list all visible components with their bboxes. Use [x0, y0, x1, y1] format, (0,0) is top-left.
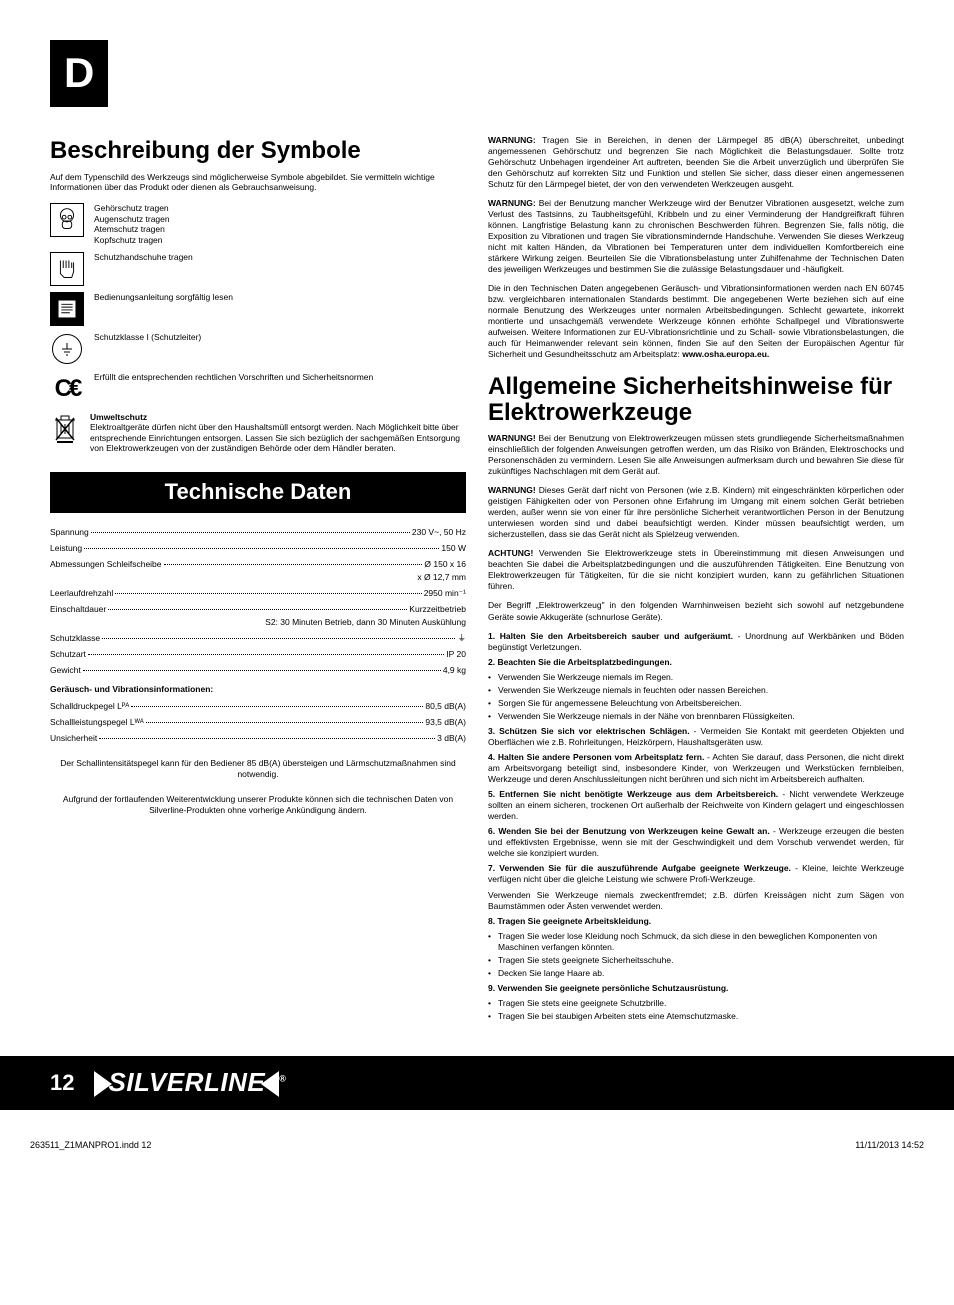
spec-sub: S2: 30 Minuten Betrieb, dann 30 Minuten …: [50, 617, 466, 628]
symbol-text: Schutzklasse I (Schutzleiter): [94, 332, 201, 343]
intro-text: Auf dem Typenschild des Werkzeugs sind m…: [50, 172, 466, 193]
tech-note: Der Schallintensitätspegel kann für den …: [50, 758, 466, 780]
bullet-list: Tragen Sie stets eine geeignete Schutzbr…: [488, 998, 904, 1022]
safety-items: 1. Halten Sie den Arbeitsbereich sauber …: [488, 631, 904, 1022]
language-badge: D: [50, 40, 108, 107]
symbol-manual: Bedienungsanleitung sorgfältig lesen: [50, 292, 466, 326]
bullet-item: Verwenden Sie Werkzeuge niemals in der N…: [488, 711, 904, 722]
footer: 12 SILVERLINE®: [0, 1056, 954, 1110]
print-date: 11/11/2013 14:52: [855, 1140, 924, 1152]
spec-row: Schalldruckpegel Lᴾᴬ80,5 dB(A): [50, 701, 466, 712]
content-columns: Beschreibung der Symbole Auf dem Typensc…: [50, 135, 904, 1026]
warning-para: ACHTUNG! Verwenden Sie Elektrowerkzeuge …: [488, 548, 904, 592]
bullet-item: Tragen Sie bei staubigen Arbeiten stets …: [488, 1011, 904, 1022]
ce-icon: C€: [50, 372, 84, 406]
symbol-line: Elektroaltgeräte dürfen nicht über den H…: [90, 422, 460, 453]
bullet-item: Tragen Sie stets eine geeignete Schutzbr…: [488, 998, 904, 1009]
print-metadata: 263511_Z1MANPRO1.indd 12 11/11/2013 14:5…: [20, 1140, 934, 1152]
symbol-text: Gehörschutz tragen Augenschutz tragen At…: [94, 203, 170, 246]
symbol-ce: C€ Erfüllt die entsprechenden rechtliche…: [50, 372, 466, 406]
noise-specs-list: Schalldruckpegel Lᴾᴬ80,5 dB(A) Schallleis…: [50, 701, 466, 744]
warning-para: WARNUNG! Bei der Benutzung von Elektrowe…: [488, 433, 904, 477]
bullet-item: Decken Sie lange Haare ab.: [488, 968, 904, 979]
safety-item: 2. Beachten Sie die Arbeitsplatzbedingun…: [488, 657, 904, 668]
symbol-gloves: Schutzhandschuhe tragen: [50, 252, 466, 286]
safety-item: 5. Entfernen Sie nicht benötigte Werkzeu…: [488, 789, 904, 822]
spec-sub: x Ø 12,7 mm: [50, 572, 466, 583]
symbol-class1: Schutzklasse I (Schutzleiter): [50, 332, 466, 366]
page-number: 12: [50, 1069, 74, 1098]
symbol-text: Schutzhandschuhe tragen: [94, 252, 193, 263]
safety-item: 4. Halten Sie andere Personen vom Arbeit…: [488, 752, 904, 785]
specs-list: Spannung230 V~, 50 Hz Leistung150 W Abmess…: [50, 527, 466, 676]
safety-heading: Allgemeine Sicherheitshinweise für Elekt…: [488, 374, 904, 424]
symbol-title: Umweltschutz: [90, 412, 147, 422]
safety-item: 6. Wenden Sie bei der Benutzung von Werk…: [488, 826, 904, 859]
safety-item-extra: Verwenden Sie Werkzeuge niemals zweckent…: [488, 890, 904, 912]
manual-icon: [50, 292, 84, 326]
spec-row: Leistung150 W: [50, 543, 466, 554]
bullet-item: Tragen Sie stets geeignete Sicherheitssc…: [488, 955, 904, 966]
section-heading: Beschreibung der Symbole: [50, 135, 466, 166]
spec-row: Schutzklasse⏚: [50, 633, 466, 644]
brand-logo: SILVERLINE®: [94, 1066, 286, 1100]
symbol-line: Augenschutz tragen: [94, 214, 170, 225]
warning-para: WARNUNG: Bei der Benutzung mancher Werkz…: [488, 198, 904, 275]
symbol-text: Umweltschutz Elektroaltgeräte dürfen nic…: [90, 412, 466, 455]
right-column: WARNUNG: Tragen Sie in Bereichen, in den…: [488, 135, 904, 1026]
spec-row: SchutzartIP 20: [50, 649, 466, 660]
note-para: Der Begriff „Elektrowerkzeug" in den fol…: [488, 600, 904, 622]
bullet-item: Verwenden Sie Werkzeuge niemals im Regen…: [488, 672, 904, 683]
info-para: Die in den Technischen Daten angegebenen…: [488, 283, 904, 360]
safety-item: 8. Tragen Sie geeignete Arbeitskleidung.: [488, 916, 904, 927]
gloves-icon: [50, 252, 84, 286]
bullet-item: Sorgen Sie für angemessene Beleuchtung v…: [488, 698, 904, 709]
bullet-list: Tragen Sie weder lose Kleidung noch Schm…: [488, 931, 904, 979]
spec-row: Spannung230 V~, 50 Hz: [50, 527, 466, 538]
tech-note: Aufgrund der fortlaufenden Weiterentwick…: [50, 794, 466, 816]
bullet-item: Verwenden Sie Werkzeuge niemals in feuch…: [488, 685, 904, 696]
spec-row: Leerlaufdrehzahl2950 min⁻¹: [50, 588, 466, 599]
ppe-icon: [50, 203, 84, 237]
weee-icon: [50, 412, 80, 446]
symbol-ppe: Gehörschutz tragen Augenschutz tragen At…: [50, 203, 466, 246]
spec-row: Unsicherheit3 dB(A): [50, 733, 466, 744]
spec-row: Gewicht4,9 kg: [50, 665, 466, 676]
warning-para: WARNUNG! Dieses Gerät darf nicht von Per…: [488, 485, 904, 540]
bullet-list: Verwenden Sie Werkzeuge niemals im Regen…: [488, 672, 904, 722]
tech-data-header: Technische Daten: [50, 472, 466, 513]
class1-icon: [50, 332, 84, 366]
print-file: 263511_Z1MANPRO1.indd 12: [30, 1140, 151, 1152]
noise-header: Geräusch- und Vibrationsinformationen:: [50, 684, 466, 695]
left-column: Beschreibung der Symbole Auf dem Typensc…: [50, 135, 466, 1026]
spec-row: Schallleistungspegel Lᵂᴬ93,5 dB(A): [50, 717, 466, 728]
spec-row: Abmessungen SchleifscheibeØ 150 x 16: [50, 559, 466, 570]
spec-row: EinschaltdauerKurzzeitbetrieb: [50, 604, 466, 615]
safety-item: 1. Halten Sie den Arbeitsbereich sauber …: [488, 631, 904, 653]
bullet-item: Tragen Sie weder lose Kleidung noch Schm…: [488, 931, 904, 953]
safety-item: 3. Schützen Sie sich vor elektrischen Sc…: [488, 726, 904, 748]
warning-para: WARNUNG: Tragen Sie in Bereichen, in den…: [488, 135, 904, 190]
symbol-text: Erfüllt die entsprechenden rechtlichen V…: [94, 372, 373, 383]
symbol-line: Atemschutz tragen: [94, 224, 170, 235]
symbol-line: Kopfschutz tragen: [94, 235, 170, 246]
symbol-text: Bedienungsanleitung sorgfältig lesen: [94, 292, 233, 303]
symbol-line: Gehörschutz tragen: [94, 203, 170, 214]
safety-item: 7. Verwenden Sie für die auszuführende A…: [488, 863, 904, 885]
symbol-weee: Umweltschutz Elektroaltgeräte dürfen nic…: [50, 412, 466, 455]
safety-item: 9. Verwenden Sie geeignete persönliche S…: [488, 983, 904, 994]
